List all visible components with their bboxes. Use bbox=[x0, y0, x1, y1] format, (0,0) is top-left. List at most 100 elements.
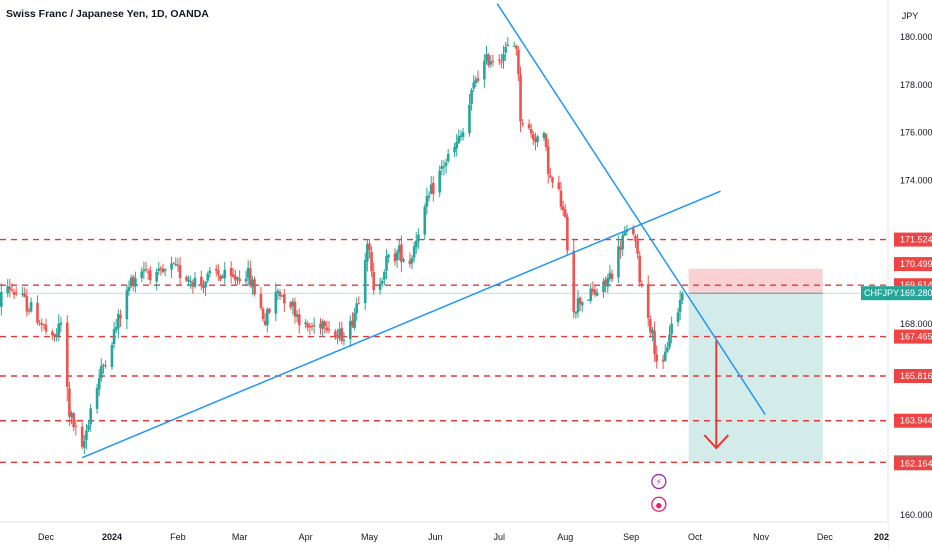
candle[interactable] bbox=[278, 289, 282, 300]
candle[interactable] bbox=[27, 307, 31, 315]
candle[interactable] bbox=[248, 260, 252, 288]
candle[interactable] bbox=[368, 239, 371, 259]
candle[interactable] bbox=[114, 318, 118, 334]
candle[interactable] bbox=[453, 142, 456, 157]
candle[interactable] bbox=[295, 310, 299, 323]
candle[interactable] bbox=[178, 256, 182, 287]
candle[interactable] bbox=[238, 270, 241, 285]
candle[interactable] bbox=[110, 341, 114, 371]
candle[interactable] bbox=[8, 278, 12, 298]
candle[interactable] bbox=[172, 261, 175, 265]
candle[interactable] bbox=[661, 354, 665, 370]
candle[interactable] bbox=[468, 94, 471, 137]
candle[interactable] bbox=[678, 290, 682, 320]
candle[interactable] bbox=[666, 341, 669, 353]
candle[interactable] bbox=[619, 240, 622, 259]
candle[interactable] bbox=[442, 160, 446, 176]
candle[interactable] bbox=[680, 290, 684, 305]
currency-label[interactable]: JPY bbox=[902, 11, 919, 21]
price-tag[interactable]: 169.280 bbox=[894, 286, 932, 301]
candle[interactable] bbox=[491, 54, 495, 67]
candle[interactable] bbox=[472, 75, 476, 92]
candle[interactable] bbox=[529, 123, 533, 138]
candle[interactable] bbox=[512, 41, 516, 47]
candle[interactable] bbox=[646, 275, 650, 327]
price-tag[interactable]: 167.465 bbox=[894, 329, 932, 344]
candle[interactable] bbox=[461, 128, 465, 141]
candle[interactable] bbox=[393, 248, 397, 266]
take-profit-zone[interactable] bbox=[688, 293, 823, 463]
candle[interactable] bbox=[506, 36, 510, 47]
candle[interactable] bbox=[280, 294, 284, 297]
candle[interactable] bbox=[104, 360, 107, 369]
candle[interactable] bbox=[323, 320, 327, 334]
candle[interactable] bbox=[336, 328, 339, 345]
candle[interactable] bbox=[429, 175, 433, 195]
candle[interactable] bbox=[97, 368, 101, 397]
candle[interactable] bbox=[580, 301, 584, 313]
candle[interactable] bbox=[159, 265, 163, 276]
candle[interactable] bbox=[402, 257, 405, 263]
candle[interactable] bbox=[608, 264, 612, 282]
candle[interactable] bbox=[6, 279, 9, 298]
candle[interactable] bbox=[459, 130, 463, 141]
candle[interactable] bbox=[0, 283, 3, 316]
candle[interactable] bbox=[261, 306, 265, 322]
candle[interactable] bbox=[191, 279, 195, 294]
candle[interactable] bbox=[366, 239, 369, 272]
price-tag[interactable]: 171.524 bbox=[894, 232, 932, 247]
candle[interactable] bbox=[276, 288, 280, 300]
candle[interactable] bbox=[338, 321, 341, 342]
candle[interactable] bbox=[412, 241, 416, 263]
candle[interactable] bbox=[640, 280, 644, 289]
candle[interactable] bbox=[21, 286, 24, 298]
candle[interactable] bbox=[576, 289, 580, 318]
stop-loss-zone[interactable] bbox=[688, 268, 823, 294]
candle[interactable] bbox=[95, 383, 99, 414]
candle[interactable] bbox=[517, 46, 520, 82]
candle[interactable] bbox=[514, 44, 518, 56]
candle[interactable] bbox=[342, 331, 346, 346]
candle[interactable] bbox=[68, 381, 71, 427]
candle[interactable] bbox=[414, 232, 418, 254]
candle[interactable] bbox=[266, 307, 269, 333]
candle[interactable] bbox=[417, 228, 420, 249]
candle[interactable] bbox=[297, 308, 301, 334]
candle[interactable] bbox=[293, 297, 297, 324]
trendline[interactable] bbox=[496, 3, 766, 416]
candle[interactable] bbox=[589, 283, 593, 304]
candle[interactable] bbox=[380, 277, 384, 287]
candle[interactable] bbox=[206, 271, 210, 283]
candle[interactable] bbox=[527, 119, 531, 130]
candle[interactable] bbox=[400, 235, 403, 273]
candle[interactable] bbox=[202, 279, 205, 294]
candle[interactable] bbox=[134, 271, 137, 293]
candle[interactable] bbox=[204, 280, 207, 297]
candle[interactable] bbox=[446, 148, 450, 164]
candle[interactable] bbox=[289, 301, 293, 310]
candle[interactable] bbox=[357, 296, 361, 305]
price-tag[interactable]: 165.816 bbox=[894, 368, 932, 383]
lightning-event-icon[interactable] bbox=[651, 473, 667, 490]
candle[interactable] bbox=[485, 45, 488, 65]
candle[interactable] bbox=[142, 261, 146, 280]
candle[interactable] bbox=[444, 158, 448, 174]
candle[interactable] bbox=[312, 317, 316, 334]
candle[interactable] bbox=[566, 213, 569, 255]
candle[interactable] bbox=[176, 258, 180, 272]
candle[interactable] bbox=[431, 176, 435, 202]
candle[interactable] bbox=[542, 131, 546, 141]
candle[interactable] bbox=[610, 269, 614, 282]
candle[interactable] bbox=[502, 45, 505, 69]
candle[interactable] bbox=[561, 200, 565, 216]
candle[interactable] bbox=[283, 288, 286, 313]
candle[interactable] bbox=[125, 284, 129, 330]
candle[interactable] bbox=[593, 284, 597, 298]
candle[interactable] bbox=[83, 434, 86, 455]
candle[interactable] bbox=[353, 307, 356, 331]
candle[interactable] bbox=[549, 167, 552, 179]
candle[interactable] bbox=[546, 138, 550, 184]
candle[interactable] bbox=[425, 187, 429, 215]
candle[interactable] bbox=[187, 275, 190, 286]
